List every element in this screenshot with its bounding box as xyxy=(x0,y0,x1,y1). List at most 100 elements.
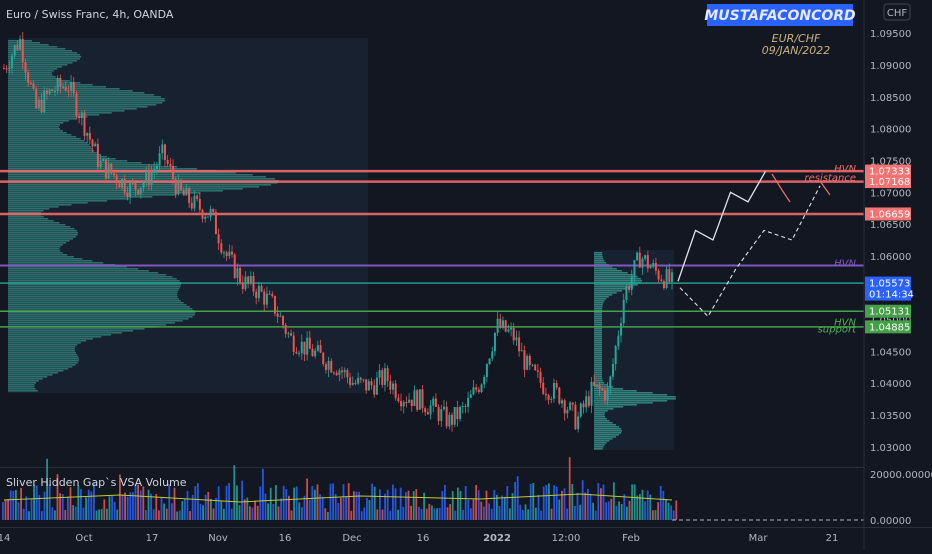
candle-body xyxy=(131,182,134,184)
volume-bar xyxy=(334,493,337,520)
profile-bar xyxy=(8,206,59,208)
profile-bar xyxy=(8,318,189,320)
volume-bar xyxy=(87,489,90,520)
profile-bar xyxy=(8,190,223,192)
candle-body xyxy=(5,68,8,70)
profile-bar xyxy=(594,340,602,342)
currency-badge[interactable] xyxy=(883,3,911,21)
volume-bar xyxy=(600,488,602,520)
candle-body xyxy=(461,406,464,408)
candle-body xyxy=(429,405,432,415)
profile-bar xyxy=(8,328,145,330)
volume-bar xyxy=(186,491,189,520)
profile-bar xyxy=(8,268,139,270)
volume-bar xyxy=(165,508,168,520)
volume-bar xyxy=(509,508,511,520)
volume-bar xyxy=(464,486,467,520)
candle-body xyxy=(434,398,437,407)
candle-body xyxy=(365,379,368,391)
volume-bar xyxy=(64,510,67,520)
candle-body xyxy=(657,270,660,280)
x-tick-label: 12:00 xyxy=(552,533,581,544)
candle-body xyxy=(644,255,647,259)
volume-bar xyxy=(321,496,324,520)
candle-body xyxy=(284,324,287,334)
profile-bar xyxy=(594,308,603,310)
volume-bar xyxy=(171,503,173,520)
profile-bar xyxy=(594,418,607,420)
candle-body xyxy=(641,258,644,268)
candle-body xyxy=(166,160,169,164)
volume-bar xyxy=(550,508,553,520)
volume-bar xyxy=(230,508,233,520)
profile-bar xyxy=(594,292,617,294)
candle-body xyxy=(569,402,572,410)
volume-bar xyxy=(399,487,402,520)
profile-bar xyxy=(594,306,603,308)
candle-body xyxy=(496,318,499,333)
profile-bar xyxy=(594,368,603,370)
profile-bar xyxy=(594,416,606,418)
candle-body xyxy=(451,414,454,425)
profile-bar xyxy=(594,262,607,264)
candle-body xyxy=(448,414,451,427)
candle-body xyxy=(566,409,569,414)
volume-bar xyxy=(545,484,548,520)
profile-bar xyxy=(8,184,271,186)
volume-bar xyxy=(103,499,106,520)
candle-body xyxy=(45,90,48,94)
candle-body xyxy=(198,199,201,210)
volume-bar xyxy=(418,506,420,520)
candles xyxy=(3,31,673,433)
candle-body xyxy=(185,188,188,196)
candle-body xyxy=(625,286,628,300)
profile-bar xyxy=(8,164,159,166)
volume-bar xyxy=(98,509,100,520)
candle-body xyxy=(587,396,590,406)
profile-bar xyxy=(8,208,50,210)
profile-bar xyxy=(594,268,617,270)
candle-body xyxy=(121,178,124,188)
volume-bar xyxy=(350,510,353,520)
candle-body xyxy=(646,255,649,269)
profile-bar xyxy=(8,360,79,362)
x-tick-label: 17 xyxy=(146,533,159,544)
candle-body xyxy=(40,99,43,113)
volume-bar xyxy=(654,510,657,520)
candle-body xyxy=(367,381,370,391)
y-tick-label: 1.08500 xyxy=(870,93,911,104)
volume-bar xyxy=(173,487,176,520)
volume-bar xyxy=(72,505,74,520)
candle-body xyxy=(27,72,30,83)
volume-bar xyxy=(366,497,368,520)
profile-bar xyxy=(8,336,102,338)
candle-body xyxy=(220,243,223,253)
candle-body xyxy=(222,252,225,254)
profile-bar xyxy=(8,280,180,282)
volume-bar xyxy=(204,494,207,520)
profile-bar xyxy=(8,172,237,174)
volume-tick-label: 20000.00000 xyxy=(870,470,932,481)
x-tick-label: Oct xyxy=(75,533,92,544)
volume-bar xyxy=(277,506,280,520)
profile-bar xyxy=(8,246,61,248)
volume-bar xyxy=(428,503,431,520)
volume-bar xyxy=(389,510,392,520)
profile-bar xyxy=(8,200,108,202)
profile-bar xyxy=(8,152,97,154)
candle-body xyxy=(37,99,40,109)
candle-body xyxy=(617,335,620,347)
y-tick-label: 1.06500 xyxy=(870,220,911,231)
volume-bar xyxy=(451,491,454,520)
candle-body xyxy=(19,39,22,50)
profile-bar xyxy=(8,390,38,392)
volume-bar xyxy=(345,496,347,520)
volume-bar xyxy=(524,504,527,520)
candle-body xyxy=(510,327,513,330)
price-label-box xyxy=(865,320,911,334)
candle-body xyxy=(265,293,268,305)
candle-body xyxy=(413,390,416,407)
volume-bar xyxy=(667,502,670,520)
volume-bar xyxy=(652,510,654,520)
